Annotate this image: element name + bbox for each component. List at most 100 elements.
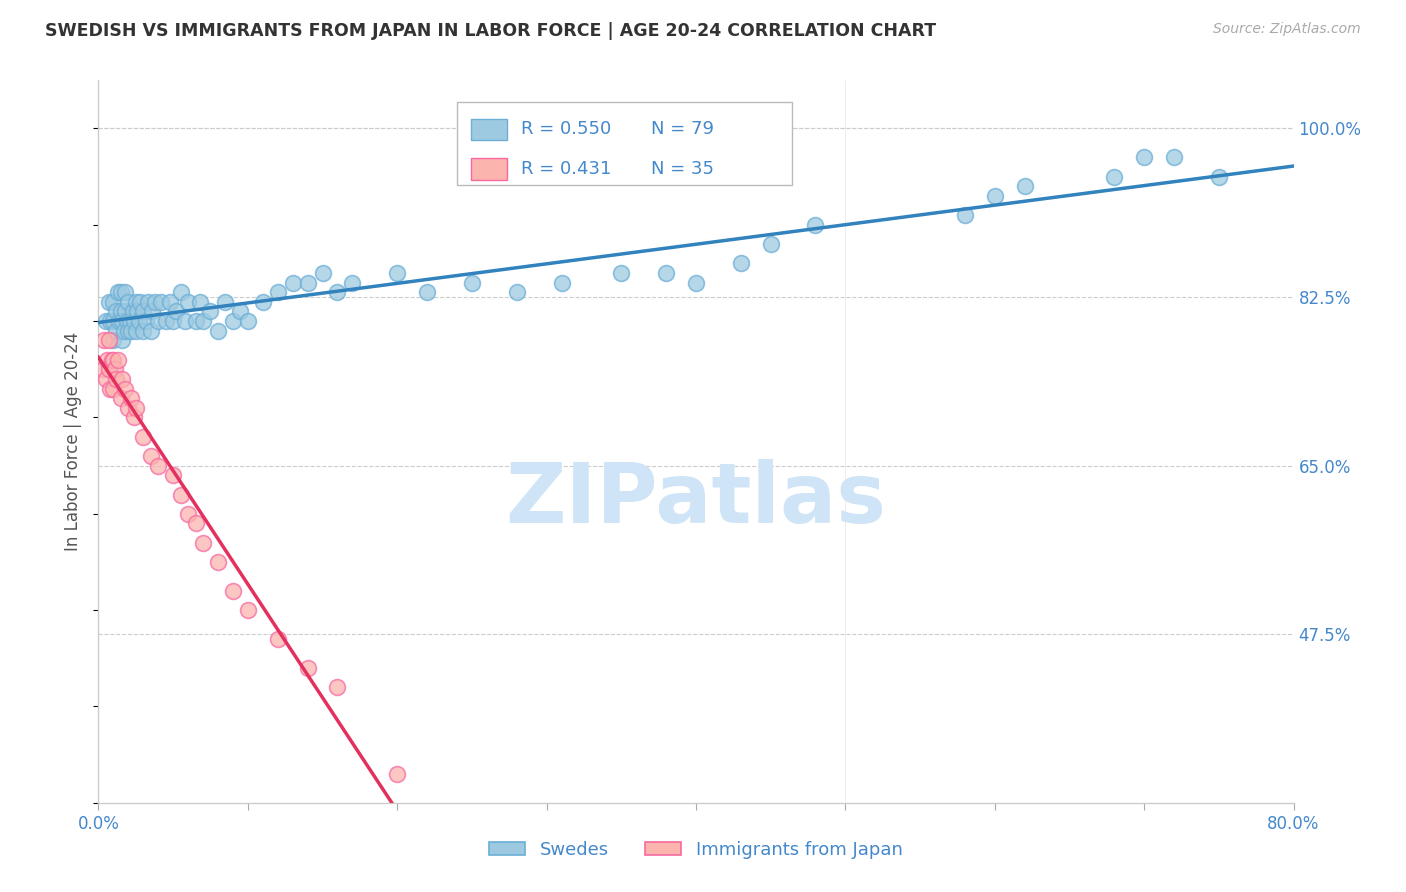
Point	[101, 352, 124, 367]
Point	[162, 314, 184, 328]
Point	[1104, 169, 1126, 184]
Point	[281, 276, 304, 290]
Point	[108, 314, 131, 328]
Point	[730, 256, 752, 270]
Point	[132, 324, 155, 338]
Point	[143, 294, 166, 309]
Text: N = 79: N = 79	[651, 120, 714, 138]
Point	[135, 314, 157, 328]
Point	[110, 304, 132, 318]
FancyBboxPatch shape	[457, 102, 792, 185]
Point	[236, 314, 259, 328]
Point	[94, 314, 117, 328]
Point	[136, 294, 159, 309]
Point	[191, 314, 214, 328]
Point	[120, 391, 142, 405]
Point	[103, 294, 125, 309]
Point	[1014, 179, 1036, 194]
Point	[953, 208, 976, 222]
Point	[98, 382, 122, 396]
Point	[96, 352, 118, 367]
Point	[111, 372, 134, 386]
Point	[200, 304, 222, 318]
Point	[120, 324, 142, 338]
Y-axis label: In Labor Force | Age 20-24: In Labor Force | Age 20-24	[65, 332, 83, 551]
Point	[506, 285, 529, 300]
Point	[267, 285, 290, 300]
Point	[103, 334, 125, 348]
Point	[162, 468, 184, 483]
Text: R = 0.550: R = 0.550	[522, 120, 612, 138]
Point	[107, 285, 129, 300]
Point	[984, 189, 1007, 203]
Point	[104, 362, 127, 376]
Point	[1163, 150, 1185, 164]
Point	[191, 535, 214, 549]
Point	[105, 304, 128, 318]
Point	[342, 276, 364, 290]
Point	[111, 334, 134, 348]
Point	[110, 285, 132, 300]
Point	[169, 487, 191, 501]
Point	[311, 266, 333, 280]
Point	[98, 314, 122, 328]
Bar	[471, 158, 508, 180]
Point	[184, 314, 207, 328]
Point	[184, 516, 207, 531]
Bar	[471, 119, 508, 140]
Text: Source: ZipAtlas.com: Source: ZipAtlas.com	[1213, 22, 1361, 37]
Point	[326, 680, 349, 694]
Point	[297, 276, 319, 290]
Point	[655, 266, 678, 280]
Point	[159, 294, 181, 309]
Point	[222, 583, 245, 598]
Point	[114, 285, 136, 300]
Point	[115, 314, 138, 328]
Point	[177, 294, 200, 309]
Point	[385, 767, 409, 781]
Point	[385, 266, 409, 280]
Point	[117, 324, 139, 338]
Point	[177, 507, 200, 521]
Text: SWEDISH VS IMMIGRANTS FROM JAPAN IN LABOR FORCE | AGE 20-24 CORRELATION CHART: SWEDISH VS IMMIGRANTS FROM JAPAN IN LABO…	[45, 22, 936, 40]
Point	[132, 430, 155, 444]
Point	[139, 449, 162, 463]
Point	[804, 218, 827, 232]
Point	[326, 285, 349, 300]
Point	[1208, 169, 1230, 184]
Point	[114, 382, 136, 396]
Point	[129, 294, 152, 309]
Point	[91, 362, 114, 376]
Point	[97, 294, 120, 309]
Point	[105, 324, 128, 338]
Point	[94, 372, 117, 386]
Point	[114, 304, 136, 318]
Point	[125, 294, 148, 309]
Point	[174, 314, 197, 328]
Point	[124, 410, 146, 425]
Point	[416, 285, 439, 300]
Point	[222, 314, 245, 328]
Point	[128, 314, 150, 328]
Point	[111, 314, 134, 328]
Point	[118, 314, 141, 328]
Point	[165, 304, 187, 318]
Point	[117, 401, 139, 415]
Point	[207, 324, 229, 338]
Point	[229, 304, 252, 318]
Point	[150, 294, 173, 309]
Legend: Swedes, Immigrants from Japan: Swedes, Immigrants from Japan	[482, 834, 910, 866]
Point	[267, 632, 290, 646]
Point	[759, 237, 782, 252]
Point	[550, 276, 572, 290]
Text: ZIPatlas: ZIPatlas	[506, 458, 886, 540]
Point	[132, 304, 155, 318]
Point	[1133, 150, 1156, 164]
Point	[127, 304, 149, 318]
Point	[125, 401, 148, 415]
Point	[103, 314, 125, 328]
Point	[685, 276, 707, 290]
Point	[121, 304, 143, 318]
Point	[112, 324, 135, 338]
Point	[207, 555, 229, 569]
